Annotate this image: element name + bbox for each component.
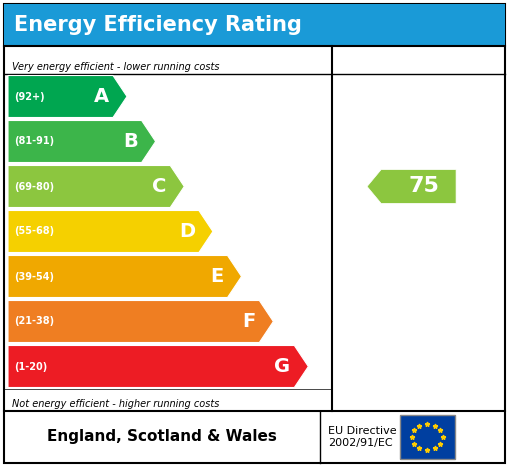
Text: (39-54): (39-54) <box>14 271 54 282</box>
Text: Very energy efficient - lower running costs: Very energy efficient - lower running co… <box>12 62 219 72</box>
Polygon shape <box>8 76 127 118</box>
Text: F: F <box>242 312 256 331</box>
Text: C: C <box>152 177 166 196</box>
Text: E: E <box>210 267 223 286</box>
Text: (69-80): (69-80) <box>14 182 54 191</box>
Bar <box>400 415 455 459</box>
Polygon shape <box>8 255 242 297</box>
Text: (55-68): (55-68) <box>14 226 54 236</box>
Text: EU Directive
2002/91/EC: EU Directive 2002/91/EC <box>328 426 396 448</box>
Text: A: A <box>94 87 109 106</box>
Bar <box>4 4 505 46</box>
Text: Energy Efficiency Rating: Energy Efficiency Rating <box>14 15 302 35</box>
Polygon shape <box>8 120 156 163</box>
Polygon shape <box>8 300 273 342</box>
Text: Not energy efficient - higher running costs: Not energy efficient - higher running co… <box>12 399 219 409</box>
Text: (81-91): (81-91) <box>14 136 54 147</box>
Polygon shape <box>367 170 456 203</box>
Text: 75: 75 <box>408 177 439 197</box>
Text: B: B <box>123 132 137 151</box>
Text: D: D <box>179 222 195 241</box>
Text: (21-38): (21-38) <box>14 317 54 326</box>
Polygon shape <box>8 211 213 253</box>
Text: G: G <box>274 357 290 376</box>
Text: (92+): (92+) <box>14 92 45 101</box>
Text: (1-20): (1-20) <box>14 361 47 372</box>
Polygon shape <box>8 165 184 207</box>
Polygon shape <box>8 346 308 388</box>
Text: England, Scotland & Wales: England, Scotland & Wales <box>47 430 277 445</box>
